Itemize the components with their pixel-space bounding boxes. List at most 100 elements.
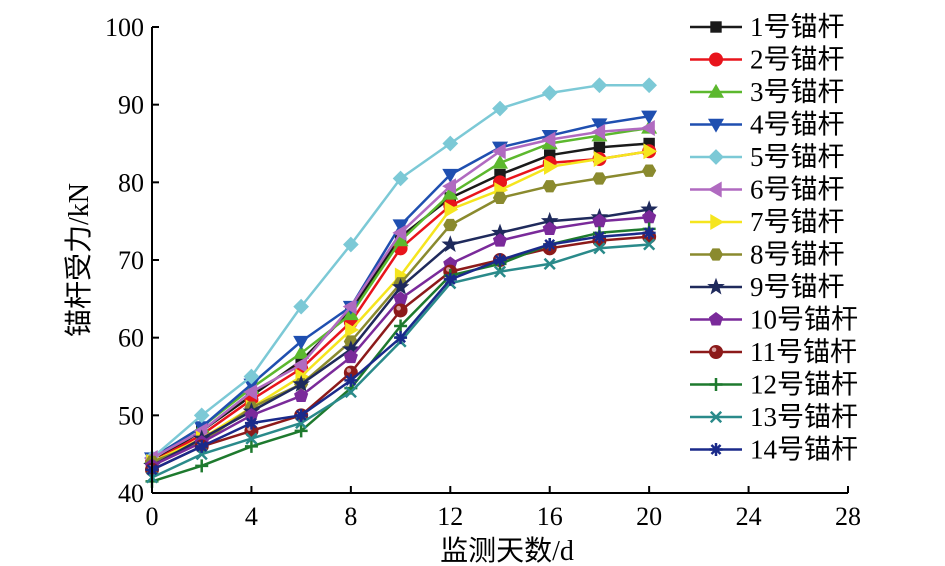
legend-label: 7号锚杆	[750, 207, 845, 237]
marker-highlight	[346, 368, 352, 373]
marker-highlight	[711, 347, 717, 352]
x-tick-label: 8	[344, 502, 357, 531]
data-point	[542, 180, 557, 193]
y-tick-label: 70	[118, 246, 144, 275]
x-tick-label: 28	[835, 502, 861, 531]
data-point	[708, 312, 724, 326]
data-point	[442, 168, 459, 183]
legend-label: 12号锚杆	[750, 370, 858, 400]
legend-item: 1号锚杆	[690, 12, 845, 42]
legend-label: 5号锚杆	[750, 142, 845, 172]
y-tick-label: 60	[118, 324, 144, 353]
legend-item: 5号锚杆	[690, 142, 845, 172]
x-tick-label: 16	[537, 502, 563, 531]
data-point	[344, 385, 357, 399]
data-point	[493, 265, 507, 278]
legend-item: 8号锚杆	[690, 240, 845, 270]
legend-item: 4号锚杆	[690, 110, 845, 140]
data-point	[543, 237, 557, 251]
data-point	[292, 356, 307, 373]
data-point	[293, 298, 309, 315]
data-point	[710, 21, 722, 33]
x-tick-label: 24	[736, 502, 762, 531]
data-point	[393, 303, 408, 318]
legend-item: 12号锚杆	[690, 370, 858, 400]
data-point	[243, 384, 258, 401]
legend-item: 6号锚杆	[690, 175, 845, 205]
marker-highlight	[396, 305, 401, 311]
data-point	[293, 335, 310, 350]
data-point	[708, 248, 724, 261]
series-14	[145, 226, 656, 477]
legend-item: 11号锚杆	[690, 337, 857, 367]
x-tick-label: 0	[146, 502, 159, 531]
data-point	[542, 221, 557, 235]
data-point	[593, 151, 608, 168]
legend-label: 13号锚杆	[750, 402, 858, 432]
y-tick-label: 100	[105, 13, 144, 42]
x-tick-label: 20	[636, 502, 662, 531]
data-point	[444, 201, 459, 218]
data-point	[709, 443, 723, 456]
legend-item: 14号锚杆	[690, 435, 858, 465]
x-axis-label: 监测天数/d	[440, 535, 574, 566]
data-point	[491, 154, 509, 169]
data-point	[707, 277, 725, 295]
legend-item: 7号锚杆	[690, 207, 845, 237]
data-point	[641, 77, 657, 94]
legend-label: 6号锚杆	[750, 175, 845, 205]
data-point	[442, 178, 456, 195]
legend-label: 9号锚杆	[750, 272, 845, 302]
data-point	[708, 149, 724, 165]
data-point	[394, 319, 408, 333]
data-point	[643, 238, 656, 251]
data-point	[642, 226, 656, 240]
data-point	[707, 118, 725, 133]
data-point	[443, 218, 458, 232]
data-point	[245, 432, 258, 445]
y-tick-label: 80	[118, 168, 144, 197]
data-point	[642, 209, 657, 224]
series-4	[143, 110, 658, 467]
data-point	[491, 143, 506, 160]
data-point	[709, 52, 723, 67]
y-axis-label: 锚杆受力/kN	[63, 183, 95, 337]
series-line	[151, 227, 650, 483]
data-point	[593, 242, 606, 255]
axis-ticks: 0 4 8 12 16 20 24 28 40 50 60 70 80 90 100	[105, 13, 861, 531]
data-point	[492, 100, 508, 117]
legend-label: 8号锚杆	[750, 240, 845, 270]
data-point	[195, 439, 209, 453]
legend-item: 2号锚杆	[690, 45, 845, 75]
y-tick-label: 90	[118, 91, 144, 120]
data-point	[541, 131, 556, 148]
data-point	[443, 272, 457, 286]
data-point	[244, 416, 258, 430]
series-11	[145, 229, 657, 477]
legend-item: 9号锚杆	[690, 272, 845, 302]
data-point	[392, 224, 407, 241]
series-5	[144, 77, 657, 466]
data-point	[344, 373, 358, 387]
data-point	[244, 439, 258, 453]
legend-item: 3号锚杆	[690, 77, 845, 107]
data-point	[195, 459, 209, 473]
plot-area	[143, 77, 658, 488]
data-point	[709, 345, 723, 359]
data-point	[294, 408, 308, 422]
data-point	[591, 123, 606, 140]
data-point	[642, 164, 657, 177]
data-point	[292, 375, 310, 392]
legend-label: 2号锚杆	[750, 45, 845, 75]
data-point	[709, 378, 723, 391]
data-point	[441, 235, 460, 252]
data-point	[442, 135, 459, 152]
data-point	[591, 77, 608, 94]
data-point	[641, 110, 658, 125]
data-point	[643, 143, 658, 160]
data-point	[243, 368, 260, 385]
series-line	[151, 231, 650, 471]
legend-label: 1号锚杆	[750, 12, 845, 42]
data-point	[394, 331, 408, 345]
